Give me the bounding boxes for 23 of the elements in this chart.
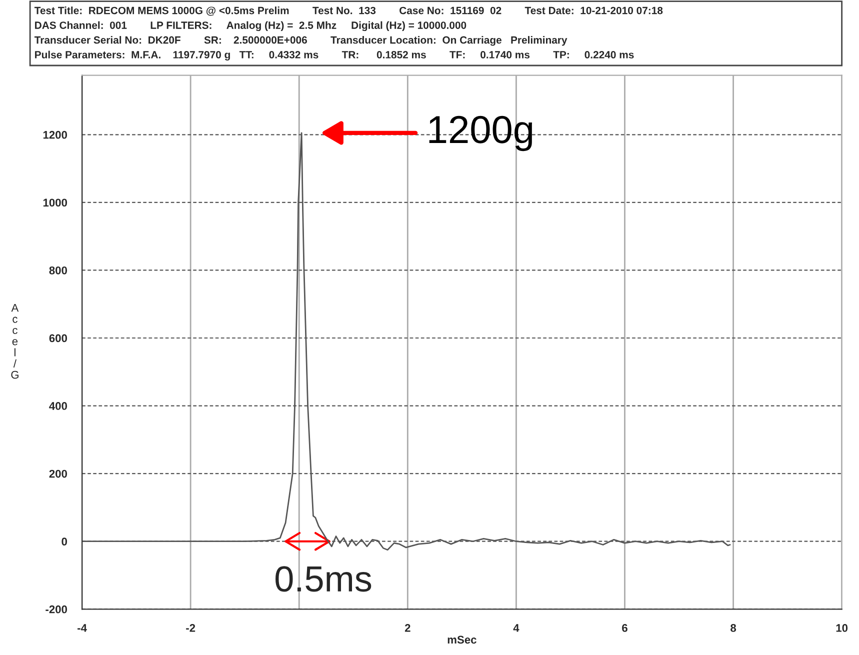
y-tick-label: 1000 [43, 198, 67, 207]
y-tick-label: 1200 [43, 130, 67, 139]
text: Transducer Serial No: DK20F SR: 2.500000E+006 Transducer Location: On Carriage Preliminary [34, 36, 568, 46]
x-tick-label: 2 [404, 624, 410, 632]
x-tick-label: 6 [622, 624, 628, 632]
y-tick-label: 400 [49, 402, 67, 410]
x-tick-label: 10 [836, 624, 848, 632]
x-axis-title: mSec [448, 636, 476, 644]
text: DAS Channel: 001 LP FILTERS: Analog (Hz) = 2.5 Mhz Digital (Hz) = 10000.000 [35, 21, 466, 32]
text: Pulse Parameters: M.F.A. 1197.7970 g TT: 0.4332 ms TR: 0.1852 ms TF: 0.1740 ms TP: 0.2240 ms [35, 50, 634, 61]
text: Test Title: RDECOM MEMS 1000G @ <0.5ms Prelim Test No. 133 Case No: 151169 02 Test Date: 10-21-2010 07:18 [34, 6, 663, 16]
x-tick-label: -4 [78, 624, 87, 632]
y-tick-label: 800 [49, 266, 67, 274]
y-tick-label: 600 [49, 334, 67, 342]
annotation: 0.5ms [276, 566, 372, 592]
y-tick-label: 200 [49, 470, 67, 478]
y-tick-label: 0 [62, 538, 67, 546]
y-axis-title: Accel/G [11, 304, 19, 379]
y-tick-label: -200 [46, 605, 67, 614]
x-tick-label: -2 [186, 624, 196, 632]
x-tick-label: 4 [513, 624, 520, 632]
annotation: 1200g [429, 116, 532, 152]
x-tick-label: 8 [730, 624, 736, 632]
